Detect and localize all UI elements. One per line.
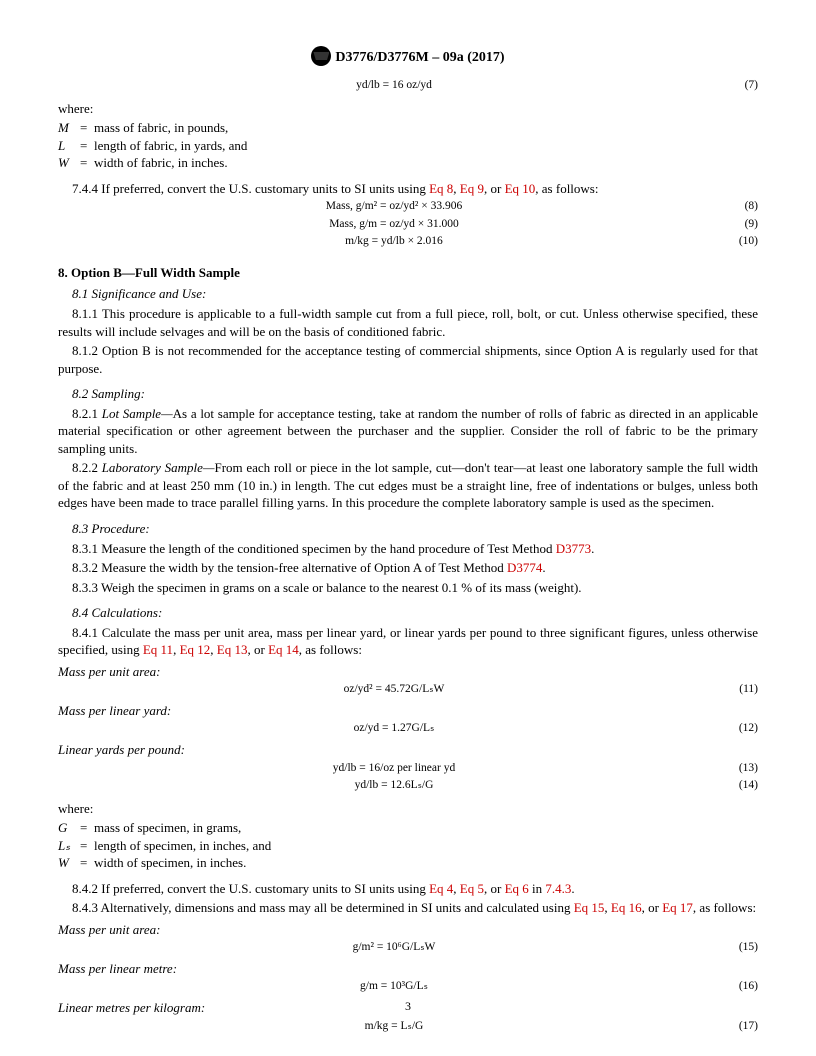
equation-text: oz/yd² = 45.72G/LₛW [58,682,730,698]
equation-text: m/kg = yd/lb × 2.016 [58,234,730,250]
equation-text: yd/lb = 16 oz/yd [58,78,730,94]
def-sym: G [58,819,80,837]
eq13-link[interactable]: Eq 13 [217,642,248,657]
equation-number: (9) [730,217,758,233]
page-content: D3776/D3776M – 09a (2017) yd/lb = 16 oz/… [0,0,816,1034]
equation-text: yd/lb = 12.6Lₛ/G [58,778,730,794]
def-sym: W [58,854,80,872]
equation-text: g/m² = 10⁶G/LₛW [58,940,730,956]
equation-number: (10) [730,234,758,250]
page-header: D3776/D3776M – 09a (2017) [58,48,758,68]
equation-15: g/m² = 10⁶G/LₛW (15) [58,940,758,956]
paragraph-84: 8.4 Calculations: [58,604,758,622]
def-text: mass of fabric, in pounds, [94,119,758,137]
def-text: width of specimen, in inches. [94,854,758,872]
eq14-link[interactable]: Eq 14 [268,642,299,657]
paragraph-843: 8.4.3 Alternatively, dimensions and mass… [58,899,758,917]
d3774-link[interactable]: D3774 [507,560,542,575]
def-text: length of specimen, in inches, and [94,837,758,855]
astm-logo-icon [311,46,331,66]
equation-text: yd/lb = 16/oz per linear yd [58,761,730,777]
eq15-link: Eq 15 [574,900,605,915]
designation-text: D3776/D3776M – 09a (2017) [335,50,504,65]
eq8-link[interactable]: Eq 8 [429,181,453,196]
paragraph-822: 8.2.2 Laboratory Sample—From each roll o… [58,459,758,512]
equation-12: oz/yd = 1.27G/Lₛ (12) [58,721,758,737]
def-sym: W [58,154,80,172]
equation-number: (12) [730,721,758,737]
page-number: 3 [0,998,816,1014]
def-sym: Lₛ [58,837,80,855]
equation-number: (16) [730,979,758,995]
paragraph-811: 8.1.1 This procedure is applicable to a … [58,305,758,340]
paragraph-842: 8.4.2 If preferred, convert the U.S. cus… [58,880,758,898]
eq5-link[interactable]: Eq 5 [460,881,484,896]
where-label: where: [58,800,758,818]
def-text: width of fabric, in inches. [94,154,758,172]
eq16-link[interactable]: Eq 16 [611,900,642,915]
definitions-list: M=mass of fabric, in pounds, L=length of… [58,119,758,172]
equation-7: yd/lb = 16 oz/yd (7) [58,78,758,94]
paragraph-82: 8.2 Sampling: [58,385,758,403]
paragraph-744: 7.4.4 If preferred, convert the U.S. cus… [58,180,758,198]
paragraph-812: 8.1.2 Option B is not recommended for th… [58,342,758,377]
label-mass-per-unit-area: Mass per unit area: [58,921,758,939]
equation-8: Mass, g/m² = oz/yd² × 33.906 (8) [58,199,758,215]
paragraph-821: 8.2.1 Lot Sample—As a lot sample for acc… [58,405,758,458]
def-sym: L [58,137,80,155]
paragraph-832: 8.3.2 Measure the width by the tension-f… [58,559,758,577]
paragraph-83: 8.3 Procedure: [58,520,758,538]
equation-13: yd/lb = 16/oz per linear yd (13) [58,761,758,777]
equation-number: (7) [730,78,758,94]
label-mass-per-linear-yard: Mass per linear yard: [58,702,758,720]
equation-number: (14) [730,778,758,794]
eq12-link[interactable]: Eq 12 [180,642,211,657]
def-eq: = [80,837,94,855]
eq6-link[interactable]: Eq 6 [505,881,529,896]
equation-text: Mass, g/m² = oz/yd² × 33.906 [58,199,730,215]
equation-16: g/m = 10³G/Lₛ (16) [58,979,758,995]
paragraph-831: 8.3.1 Measure the length of the conditio… [58,540,758,558]
equation-17: m/kg = Lₛ/G (17) [58,1019,758,1035]
eq4-link[interactable]: Eq 4 [429,881,453,896]
def-text: length of fabric, in yards, and [94,137,758,155]
equation-14: yd/lb = 12.6Lₛ/G (14) [58,778,758,794]
paragraph-841: 8.4.1 Calculate the mass per unit area, … [58,624,758,659]
where-label: where: [58,100,758,118]
equation-number: (11) [730,682,758,698]
label-linear-yards-per-pound: Linear yards per pound: [58,741,758,759]
743-link[interactable]: 7.4.3 [545,881,571,896]
definitions-list: G=mass of specimen, in grams, Lₛ=length … [58,819,758,872]
d3773-link[interactable]: D3773 [556,541,591,556]
equation-text: oz/yd = 1.27G/Lₛ [58,721,730,737]
equation-number: (13) [730,761,758,777]
equation-text: Mass, g/m = oz/yd × 31.000 [58,217,730,233]
equation-10: m/kg = yd/lb × 2.016 (10) [58,234,758,250]
equation-number: (15) [730,940,758,956]
paragraph-833: 8.3.3 Weigh the specimen in grams on a s… [58,579,758,597]
eq17-link[interactable]: Eq 17 [662,900,693,915]
def-eq: = [80,119,94,137]
equation-11: oz/yd² = 45.72G/LₛW (11) [58,682,758,698]
label-mass-per-unit-area: Mass per unit area: [58,663,758,681]
eq9-link[interactable]: Eq 9 [460,181,484,196]
label-mass-per-linear-metre: Mass per linear metre: [58,960,758,978]
section-8-title: 8. Option B—Full Width Sample [58,264,758,282]
def-sym: M [58,119,80,137]
eq11-link[interactable]: Eq 11 [143,642,173,657]
paragraph-81: 8.1 Significance and Use: [58,285,758,303]
equation-9: Mass, g/m = oz/yd × 31.000 (9) [58,217,758,233]
def-eq: = [80,137,94,155]
eq10-link[interactable]: Eq 10 [505,181,536,196]
equation-number: (8) [730,199,758,215]
def-text: mass of specimen, in grams, [94,819,758,837]
equation-text: g/m = 10³G/Lₛ [58,979,730,995]
equation-text: m/kg = Lₛ/G [58,1019,730,1035]
def-eq: = [80,154,94,172]
def-eq: = [80,819,94,837]
def-eq: = [80,854,94,872]
equation-number: (17) [730,1019,758,1035]
